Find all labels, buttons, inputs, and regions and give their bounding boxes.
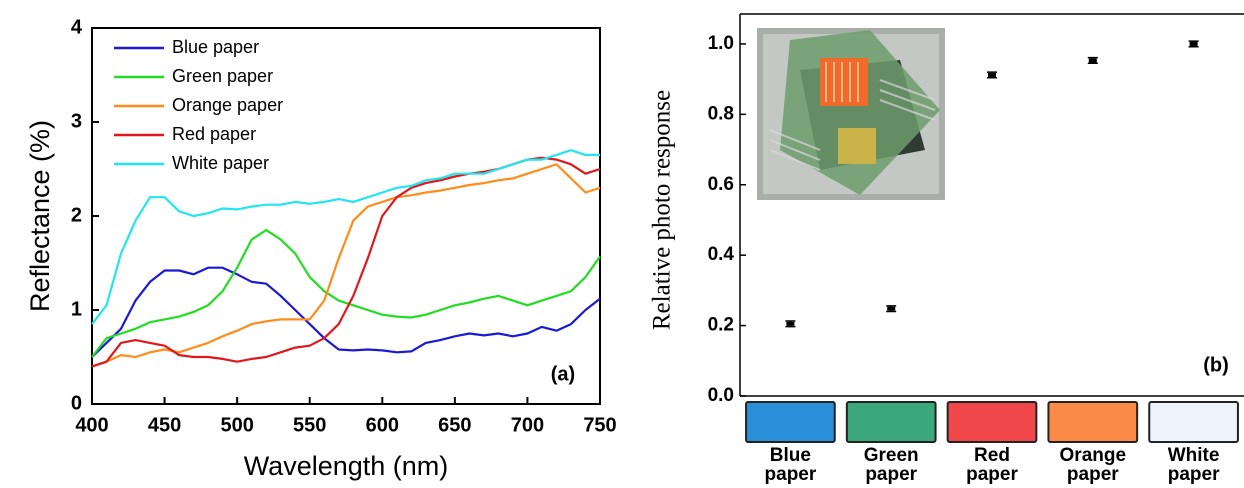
x-tick-label: 550 bbox=[293, 414, 326, 436]
x-tick-label: 500 bbox=[220, 414, 253, 436]
color-swatch bbox=[1148, 401, 1239, 443]
series-line bbox=[91, 229, 601, 358]
color-swatch bbox=[946, 401, 1038, 443]
data-point bbox=[786, 321, 795, 326]
legend-label: White paper bbox=[172, 153, 269, 173]
y-tick-label: 0.4 bbox=[708, 244, 735, 265]
series-line bbox=[91, 266, 601, 358]
legend-label: Orange paper bbox=[172, 95, 283, 115]
data-point bbox=[988, 72, 996, 77]
data-point bbox=[1088, 58, 1097, 63]
y-tick-label: 2 bbox=[71, 204, 82, 226]
y-tick-label: 0.8 bbox=[708, 103, 734, 124]
x-tick-label: 600 bbox=[366, 414, 399, 436]
y-axis-label: Relative photo response bbox=[649, 90, 676, 330]
inset-photo bbox=[757, 28, 945, 200]
x-tick-label: 650 bbox=[438, 414, 471, 436]
x-tick-label: Red paper bbox=[966, 445, 1018, 485]
x-tick-label: 750 bbox=[583, 414, 616, 436]
y-tick-label: 0.0 bbox=[708, 385, 734, 406]
series-line bbox=[91, 149, 600, 325]
panel-label: (a) bbox=[551, 363, 575, 385]
y-tick-label: 0.6 bbox=[708, 174, 734, 195]
x-tick-label: 400 bbox=[75, 414, 108, 436]
y-tick-label: 1 bbox=[71, 298, 82, 320]
y-tick-label: 4 bbox=[71, 16, 83, 38]
y-tick-label: 1.0 bbox=[708, 33, 734, 54]
data-point bbox=[887, 306, 896, 311]
y-tick-label: 0.2 bbox=[708, 315, 734, 336]
x-axis-label: Wavelength (nm) bbox=[244, 451, 449, 481]
color-swatch bbox=[745, 401, 836, 443]
x-tick-label: Blue paper bbox=[764, 445, 817, 485]
panel-label: (b) bbox=[1203, 354, 1229, 376]
x-tick-label: 450 bbox=[148, 414, 181, 436]
color-swatch bbox=[845, 401, 937, 443]
series-line bbox=[91, 163, 601, 368]
color-swatch bbox=[1047, 401, 1139, 443]
data-point bbox=[1189, 41, 1198, 46]
y-axis-label: Reflectance (%) bbox=[25, 120, 55, 312]
y-tick-label: 3 bbox=[71, 110, 82, 132]
legend-label: Green paper bbox=[172, 66, 273, 86]
x-tick-label: Green paper bbox=[863, 445, 919, 485]
x-tick-label: Orange paper bbox=[1059, 445, 1127, 485]
x-tick-label: White paper bbox=[1167, 445, 1220, 485]
legend-label: Blue paper bbox=[172, 37, 259, 57]
legend-label: Red paper bbox=[172, 124, 256, 144]
x-tick-label: 700 bbox=[511, 414, 544, 436]
y-tick-label: 0 bbox=[71, 392, 82, 414]
